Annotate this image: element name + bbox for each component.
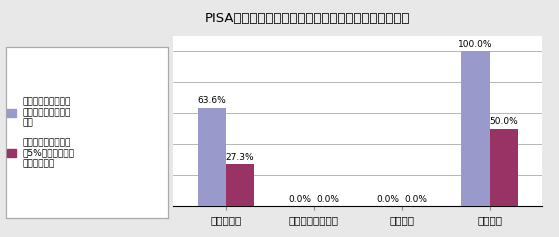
Text: 50.0%: 50.0% <box>489 117 518 126</box>
Text: 0.0%: 0.0% <box>288 195 311 204</box>
Text: 63.6%: 63.6% <box>197 96 226 105</box>
Text: 100.0%: 100.0% <box>458 40 492 49</box>
Legend: 正答率が前回に比較
し下がった問題数の
割合, 正答率が前回に比較
し5%以上下がった
問題数の割合: 正答率が前回に比較 し下がった問題数の 割合, 正答率が前回に比較 し5%以上下… <box>2 93 79 173</box>
Text: 0.0%: 0.0% <box>376 195 399 204</box>
Text: 27.3%: 27.3% <box>226 153 254 161</box>
Bar <box>226 164 254 206</box>
Text: 0.0%: 0.0% <box>316 195 339 204</box>
Text: 0.0%: 0.0% <box>404 195 427 204</box>
Bar <box>461 51 490 206</box>
Bar <box>490 129 518 206</box>
Text: PISA調査・科学的リテラシーの出題形式別に見た課題: PISA調査・科学的リテラシーの出題形式別に見た課題 <box>205 12 410 25</box>
Bar <box>198 108 226 206</box>
